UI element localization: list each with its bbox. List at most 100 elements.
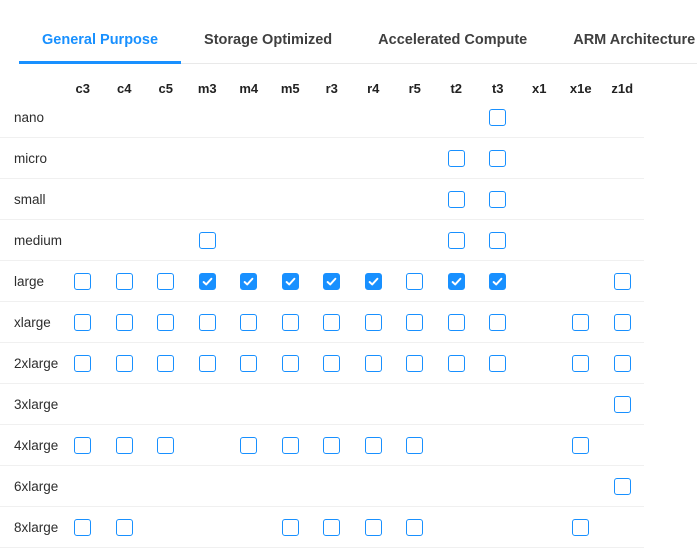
checkbox-3xlarge-z1d[interactable] bbox=[613, 395, 631, 413]
checkbox-2xlarge-c3[interactable] bbox=[74, 354, 92, 372]
checkbox-xlarge-r4[interactable] bbox=[364, 313, 382, 331]
checkbox-xlarge-t2[interactable] bbox=[447, 313, 465, 331]
check-icon bbox=[451, 277, 462, 285]
checkbox-large-t3[interactable] bbox=[489, 272, 507, 290]
checkbox-2xlarge-m3[interactable] bbox=[198, 354, 216, 372]
cell-xlarge-m4 bbox=[228, 313, 270, 331]
tab-arm-architecture[interactable]: ARM Architecture bbox=[573, 32, 696, 48]
column-header-r3: r3 bbox=[325, 81, 338, 96]
checkbox-xlarge-t3[interactable] bbox=[489, 313, 507, 331]
checkbox-2xlarge-m5[interactable] bbox=[281, 354, 299, 372]
checkbox-large-r5[interactable] bbox=[406, 272, 424, 290]
cell-xlarge-c4 bbox=[104, 313, 146, 331]
checkbox-xlarge-c5[interactable] bbox=[157, 313, 175, 331]
cell-8xlarge-r3 bbox=[311, 518, 353, 536]
checkbox-4xlarge-m4[interactable] bbox=[240, 436, 258, 454]
checkbox-8xlarge-c4[interactable] bbox=[115, 518, 133, 536]
cell-4xlarge-r3 bbox=[311, 436, 353, 454]
cell-xlarge-c3 bbox=[62, 313, 104, 331]
checkbox-xlarge-z1d[interactable] bbox=[613, 313, 631, 331]
check-icon bbox=[285, 277, 296, 285]
checkbox-2xlarge-x1e[interactable] bbox=[572, 354, 590, 372]
checkbox-2xlarge-r5[interactable] bbox=[406, 354, 424, 372]
checkbox-xlarge-m4[interactable] bbox=[240, 313, 258, 331]
checkbox-4xlarge-c4[interactable] bbox=[115, 436, 133, 454]
cell-small-t3 bbox=[477, 190, 519, 208]
checkbox-4xlarge-x1e[interactable] bbox=[572, 436, 590, 454]
checkbox-2xlarge-c4[interactable] bbox=[115, 354, 133, 372]
cell-large-m5 bbox=[270, 272, 312, 290]
cell-4xlarge-r5 bbox=[394, 436, 436, 454]
column-header-c5: c5 bbox=[158, 81, 173, 96]
checkbox-small-t3[interactable] bbox=[489, 190, 507, 208]
checkbox-4xlarge-r3[interactable] bbox=[323, 436, 341, 454]
checkbox-4xlarge-c5[interactable] bbox=[157, 436, 175, 454]
tab-storage-optimized[interactable]: Storage Optimized bbox=[204, 32, 333, 48]
tab-accelerated-compute[interactable]: Accelerated Compute bbox=[378, 32, 528, 48]
checkbox-6xlarge-z1d[interactable] bbox=[613, 477, 631, 495]
checkbox-2xlarge-r4[interactable] bbox=[364, 354, 382, 372]
checkbox-large-m5[interactable] bbox=[281, 272, 299, 290]
checkbox-large-z1d[interactable] bbox=[613, 272, 631, 290]
checkbox-large-r4[interactable] bbox=[364, 272, 382, 290]
checkbox-xlarge-r5[interactable] bbox=[406, 313, 424, 331]
checkbox-large-m3[interactable] bbox=[198, 272, 216, 290]
checkbox-medium-m3[interactable] bbox=[198, 231, 216, 249]
checkbox-4xlarge-c3[interactable] bbox=[74, 436, 92, 454]
cell-2xlarge-r3 bbox=[311, 354, 353, 372]
row-label-small: small bbox=[14, 191, 46, 207]
checkbox-large-m4[interactable] bbox=[240, 272, 258, 290]
checkbox-2xlarge-c5[interactable] bbox=[157, 354, 175, 372]
size-row-medium: medium bbox=[0, 220, 644, 261]
checkbox-2xlarge-t2[interactable] bbox=[447, 354, 465, 372]
checkbox-8xlarge-c3[interactable] bbox=[74, 518, 92, 536]
checkbox-nano-t3[interactable] bbox=[489, 108, 507, 126]
cell-2xlarge-c3 bbox=[62, 354, 104, 372]
checkbox-2xlarge-m4[interactable] bbox=[240, 354, 258, 372]
checkbox-large-r3[interactable] bbox=[323, 272, 341, 290]
size-row-3xlarge: 3xlarge bbox=[0, 384, 644, 425]
checkbox-8xlarge-r3[interactable] bbox=[323, 518, 341, 536]
checkbox-xlarge-c4[interactable] bbox=[115, 313, 133, 331]
checkbox-xlarge-r3[interactable] bbox=[323, 313, 341, 331]
row-label-xlarge: xlarge bbox=[14, 314, 51, 330]
checkbox-8xlarge-m5[interactable] bbox=[281, 518, 299, 536]
checkbox-medium-t3[interactable] bbox=[489, 231, 507, 249]
checkbox-large-c5[interactable] bbox=[157, 272, 175, 290]
size-row-2xlarge: 2xlarge bbox=[0, 343, 644, 384]
cell-8xlarge-m5 bbox=[270, 518, 312, 536]
row-label-medium: medium bbox=[14, 232, 63, 248]
cell-2xlarge-x1e bbox=[560, 354, 602, 372]
checkbox-8xlarge-r5[interactable] bbox=[406, 518, 424, 536]
cell-4xlarge-c5 bbox=[145, 436, 187, 454]
checkbox-xlarge-m3[interactable] bbox=[198, 313, 216, 331]
checkbox-micro-t2[interactable] bbox=[447, 149, 465, 167]
checkbox-2xlarge-r3[interactable] bbox=[323, 354, 341, 372]
cell-2xlarge-m4 bbox=[228, 354, 270, 372]
checkbox-8xlarge-r4[interactable] bbox=[364, 518, 382, 536]
checkbox-medium-t2[interactable] bbox=[447, 231, 465, 249]
check-icon bbox=[326, 277, 337, 285]
tab-general-purpose[interactable]: General Purpose bbox=[19, 17, 182, 64]
checkbox-large-c3[interactable] bbox=[74, 272, 92, 290]
checkbox-micro-t3[interactable] bbox=[489, 149, 507, 167]
cell-4xlarge-r4 bbox=[353, 436, 395, 454]
checkbox-xlarge-m5[interactable] bbox=[281, 313, 299, 331]
checkbox-xlarge-c3[interactable] bbox=[74, 313, 92, 331]
checkbox-2xlarge-z1d[interactable] bbox=[613, 354, 631, 372]
checkbox-small-t2[interactable] bbox=[447, 190, 465, 208]
column-header-x1e: x1e bbox=[569, 81, 592, 96]
category-tabs: General Purpose Storage Optimized Accele… bbox=[19, 0, 697, 64]
checkbox-8xlarge-x1e[interactable] bbox=[572, 518, 590, 536]
cell-xlarge-t2 bbox=[436, 313, 478, 331]
checkbox-2xlarge-t3[interactable] bbox=[489, 354, 507, 372]
checkbox-4xlarge-r5[interactable] bbox=[406, 436, 424, 454]
cell-xlarge-m3 bbox=[187, 313, 229, 331]
size-row-xlarge: xlarge bbox=[0, 302, 644, 343]
checkbox-xlarge-x1e[interactable] bbox=[572, 313, 590, 331]
checkbox-large-t2[interactable] bbox=[447, 272, 465, 290]
checkbox-large-c4[interactable] bbox=[115, 272, 133, 290]
checkbox-4xlarge-r4[interactable] bbox=[364, 436, 382, 454]
column-header-m5: m5 bbox=[280, 81, 300, 96]
checkbox-4xlarge-m5[interactable] bbox=[281, 436, 299, 454]
